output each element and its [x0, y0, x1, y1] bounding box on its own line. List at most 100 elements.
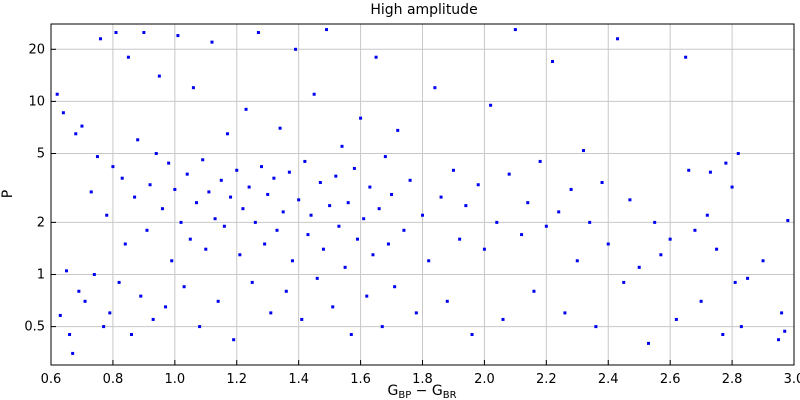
- data-point: [520, 233, 524, 237]
- x-tick-label: 2.4: [598, 372, 619, 387]
- data-point: [173, 187, 177, 191]
- data-point: [167, 161, 171, 165]
- data-point: [464, 204, 468, 208]
- data-point: [235, 168, 239, 172]
- data-point: [646, 341, 650, 345]
- data-point: [253, 220, 257, 224]
- data-point: [241, 207, 245, 211]
- data-point: [328, 204, 332, 208]
- data-point: [368, 185, 372, 189]
- data-point: [705, 213, 709, 217]
- y-axis-label: P: [0, 190, 16, 198]
- data-point: [331, 305, 335, 309]
- data-point: [588, 220, 592, 224]
- y-axis: 0.5 1 2 5 10 20: [24, 42, 56, 335]
- data-point: [164, 305, 168, 309]
- data-point: [674, 317, 678, 321]
- data-point: [126, 55, 130, 59]
- data-point: [739, 325, 743, 329]
- data-point: [83, 299, 87, 303]
- data-point: [160, 207, 164, 211]
- data-point: [427, 259, 431, 263]
- data-point: [408, 178, 412, 182]
- data-point: [148, 183, 152, 187]
- data-point: [470, 333, 474, 337]
- x-axis-label-sub1: BP: [398, 390, 411, 400]
- x-axis-label-main: G: [387, 383, 398, 399]
- data-point: [64, 269, 68, 273]
- data-point: [377, 207, 381, 211]
- data-point: [396, 128, 400, 132]
- data-point: [266, 192, 270, 196]
- data-point: [99, 37, 103, 41]
- data-point: [482, 247, 486, 251]
- data-point: [309, 213, 313, 217]
- data-point: [699, 299, 703, 303]
- x-tick-label: 2.6: [660, 372, 681, 387]
- data-point: [544, 224, 548, 228]
- data-point: [352, 166, 356, 170]
- x-tick-label: 2.2: [536, 372, 557, 387]
- data-point: [225, 132, 229, 136]
- data-point: [684, 55, 688, 59]
- data-point: [272, 176, 276, 180]
- data-point: [315, 276, 319, 280]
- data-point: [176, 34, 180, 38]
- chart-title: High amplitude: [370, 2, 477, 18]
- data-point: [668, 237, 672, 241]
- data-point: [343, 265, 347, 269]
- grid: [50, 24, 795, 365]
- data-point: [185, 172, 189, 176]
- y-tick-label: 5: [37, 147, 45, 162]
- x-axis-label-sub2: BR: [443, 390, 457, 400]
- data-point: [145, 228, 149, 232]
- data-point: [402, 228, 406, 232]
- data-point: [219, 178, 223, 182]
- data-point: [355, 237, 359, 241]
- data-point: [198, 325, 202, 329]
- data-point: [325, 28, 329, 32]
- data-point: [260, 165, 264, 169]
- x-tick-label: 1.2: [226, 372, 247, 387]
- data-points: [55, 28, 790, 355]
- data-point: [247, 185, 251, 189]
- data-point: [179, 220, 183, 224]
- data-point: [238, 253, 242, 257]
- data-point: [433, 86, 437, 90]
- x-tick-label: 1.0: [164, 372, 185, 387]
- data-point: [708, 170, 712, 174]
- data-point: [117, 280, 121, 284]
- data-point: [374, 55, 378, 59]
- data-point: [340, 144, 344, 148]
- data-point: [783, 329, 787, 333]
- data-point: [213, 217, 217, 221]
- y-tick-label: 2: [37, 215, 45, 230]
- x-tick-label: 1.6: [350, 372, 371, 387]
- data-point: [95, 155, 99, 159]
- data-point: [551, 60, 555, 64]
- data-point: [346, 201, 350, 205]
- data-point: [80, 124, 84, 128]
- data-point: [359, 116, 363, 120]
- x-tick-label: 1.8: [412, 372, 433, 387]
- data-point: [77, 289, 81, 293]
- data-point: [89, 190, 93, 194]
- data-point: [730, 185, 734, 189]
- data-point: [188, 237, 192, 241]
- y-tick-label: 20: [28, 42, 45, 57]
- x-tick-label: 1.4: [288, 372, 309, 387]
- data-point: [780, 311, 784, 315]
- data-point: [507, 172, 511, 176]
- data-point: [687, 168, 691, 172]
- data-point: [451, 168, 455, 172]
- data-point: [290, 259, 294, 263]
- data-point: [786, 219, 790, 223]
- data-point: [380, 325, 384, 329]
- data-point: [334, 174, 338, 178]
- data-point: [594, 325, 598, 329]
- data-point: [526, 201, 530, 205]
- data-point: [563, 311, 567, 315]
- data-point: [74, 132, 78, 136]
- data-point: [715, 247, 719, 251]
